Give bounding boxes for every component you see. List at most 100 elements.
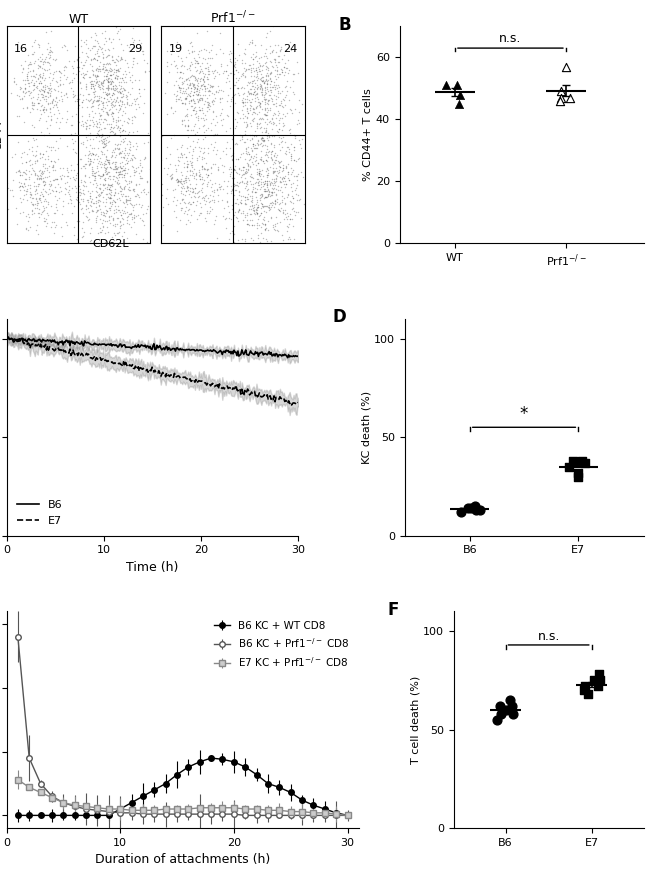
Point (183, 87, 193, 101)
Point (284, 123, 294, 137)
Point (242, 147, 252, 161)
Point (267, 80, 278, 94)
Point (246, 132, 257, 146)
Point (72, 92, 83, 106)
Point (190, 167, 201, 181)
Point (90, 52, 100, 66)
Point (300, 172, 310, 186)
Point (259, 211, 269, 225)
Point (90, 190, 101, 204)
Point (125, 175, 136, 189)
Point (95, 181, 105, 196)
Point (236, 70, 246, 84)
Point (51, 173, 61, 187)
Point (81, 33, 91, 48)
Point (268, 116, 278, 130)
Point (255, 98, 266, 112)
Point (253, 133, 263, 147)
Point (271, 188, 281, 202)
Point (203, 168, 213, 182)
Point (165, 57, 176, 71)
Point (186, 56, 196, 70)
Point (107, 48, 118, 63)
Point (33, 37, 44, 51)
Point (32, 102, 42, 116)
Point (118, 206, 128, 220)
Point (247, 143, 257, 157)
Point (104, 191, 114, 205)
Point (99, 101, 110, 115)
Point (33, 177, 44, 191)
Point (119, 164, 129, 178)
Point (88, 69, 98, 83)
Point (177, 181, 187, 196)
Point (227, 179, 238, 193)
Point (174, 71, 184, 85)
Point (35, 84, 46, 98)
Point (106, 124, 116, 138)
Point (261, 122, 272, 137)
Point (193, 76, 203, 90)
Point (187, 159, 198, 173)
Point (251, 100, 261, 114)
Point (256, 67, 266, 81)
Point (226, 80, 236, 94)
Point (120, 166, 130, 180)
Point (41, 103, 51, 117)
Point (91, 71, 101, 85)
Point (78, 159, 88, 174)
Point (284, 145, 294, 159)
Point (45, 40, 55, 54)
Point (184, 145, 194, 159)
Point (255, 194, 265, 208)
Point (211, 84, 221, 98)
Point (84, 70, 94, 85)
Point (281, 210, 291, 224)
Point (250, 153, 261, 167)
Point (187, 160, 198, 174)
Point (94, 74, 104, 88)
Point (105, 101, 116, 115)
Point (294, 115, 305, 130)
Point (21, 184, 32, 198)
Point (50, 218, 60, 233)
Point (103, 56, 114, 70)
Point (12, 217, 22, 231)
Point (177, 193, 187, 207)
Point (88, 51, 99, 65)
Point (94, 109, 105, 123)
Point (226, 93, 236, 107)
Point (186, 208, 196, 222)
Point (192, 194, 202, 208)
Point (73, 185, 84, 199)
Point (240, 108, 250, 122)
Point (198, 88, 208, 102)
Point (261, 93, 271, 107)
Point (195, 93, 205, 107)
Point (183, 81, 193, 95)
Point (98, 63, 108, 77)
Point (16, 80, 26, 94)
Point (222, 244, 232, 258)
Point (246, 199, 257, 213)
Point (232, 115, 242, 130)
Point (259, 213, 269, 227)
Point (263, 133, 273, 147)
Point (104, 103, 114, 117)
Point (263, 188, 274, 202)
Point (246, 33, 257, 47)
Point (267, 107, 278, 122)
Point (176, 237, 186, 251)
Point (272, 242, 283, 256)
Point (176, 186, 187, 200)
Point (114, 165, 124, 179)
Point (229, 78, 239, 93)
Point (268, 52, 279, 66)
Point (231, 63, 241, 77)
Point (174, 65, 185, 79)
Point (249, 82, 259, 96)
Point (52, 95, 62, 109)
Point (256, 226, 266, 241)
Point (170, 158, 181, 172)
Point (200, 94, 210, 108)
